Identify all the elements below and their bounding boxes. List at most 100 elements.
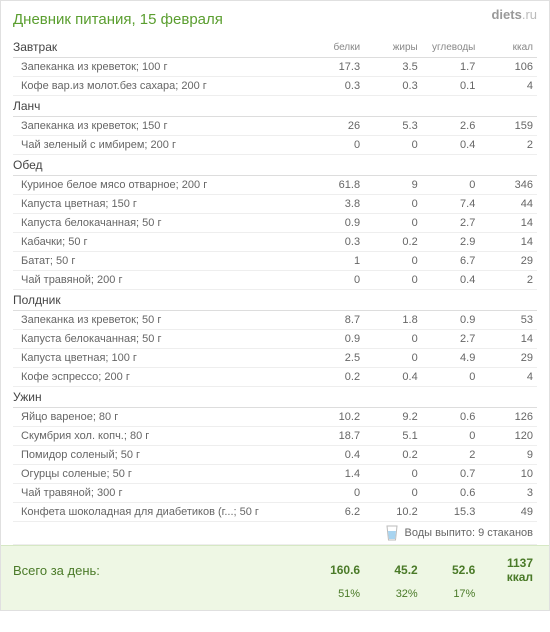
food-name: Капуста белокачанная; 50 г bbox=[13, 330, 306, 349]
food-c: 1.7 bbox=[422, 58, 480, 77]
food-name: Чай зеленый с имбирем; 200 г bbox=[13, 136, 306, 155]
meal-name: Полдник bbox=[13, 290, 306, 311]
totals-kcal: 1137 ккал bbox=[479, 554, 537, 586]
food-f: 0.2 bbox=[364, 233, 422, 252]
totals-carbs-pct: 17% bbox=[422, 586, 480, 602]
food-f: 0 bbox=[364, 136, 422, 155]
food-f: 0.2 bbox=[364, 446, 422, 465]
totals-fat-pct: 32% bbox=[364, 586, 422, 602]
food-c: 0.4 bbox=[422, 136, 480, 155]
food-row: Капуста цветная; 150 г3.807.444 bbox=[13, 195, 537, 214]
food-c: 0.7 bbox=[422, 465, 480, 484]
diary-table: ЗавтракбелкижирыуглеводыккалЗапеканка из… bbox=[13, 40, 537, 545]
food-row: Огурцы соленые; 50 г1.400.710 bbox=[13, 465, 537, 484]
food-k: 4 bbox=[479, 77, 537, 96]
food-row: Запеканка из креветок; 50 г8.71.80.953 bbox=[13, 311, 537, 330]
logo-tld: .ru bbox=[522, 7, 537, 22]
food-name: Чай травяной; 300 г bbox=[13, 484, 306, 503]
food-name: Кабачки; 50 г bbox=[13, 233, 306, 252]
food-c: 2 bbox=[422, 446, 480, 465]
food-p: 3.8 bbox=[306, 195, 364, 214]
food-f: 5.3 bbox=[364, 117, 422, 136]
food-f: 0 bbox=[364, 330, 422, 349]
col-fat: жиры bbox=[364, 40, 422, 58]
water-label: Воды выпито: 9 стаканов bbox=[404, 527, 533, 539]
food-k: 10 bbox=[479, 465, 537, 484]
col-carbs: углеводы bbox=[422, 40, 480, 58]
totals-label: Всего за день: bbox=[13, 554, 306, 586]
food-p: 0 bbox=[306, 136, 364, 155]
page-title: Дневник питания, 15 февраля bbox=[13, 11, 537, 28]
food-f: 9 bbox=[364, 176, 422, 195]
food-row: Капуста белокачанная; 50 г0.902.714 bbox=[13, 330, 537, 349]
food-k: 2 bbox=[479, 271, 537, 290]
food-name: Конфета шоколадная для диабетиков (г...;… bbox=[13, 503, 306, 522]
food-k: 9 bbox=[479, 446, 537, 465]
food-row: Капуста цветная; 100 г2.504.929 bbox=[13, 349, 537, 368]
food-c: 2.6 bbox=[422, 117, 480, 136]
food-k: 346 bbox=[479, 176, 537, 195]
food-name: Батат; 50 г bbox=[13, 252, 306, 271]
food-c: 2.7 bbox=[422, 330, 480, 349]
logo-brand: diets bbox=[491, 7, 521, 22]
water-consumed: Воды выпито: 9 стаканов bbox=[13, 522, 537, 545]
food-p: 0.9 bbox=[306, 214, 364, 233]
food-row: Кабачки; 50 г0.30.22.914 bbox=[13, 233, 537, 252]
food-p: 0.4 bbox=[306, 446, 364, 465]
food-k: 2 bbox=[479, 136, 537, 155]
food-f: 0.4 bbox=[364, 368, 422, 387]
totals-fat: 45.2 bbox=[364, 554, 422, 586]
food-name: Капуста цветная; 100 г bbox=[13, 349, 306, 368]
food-row: Запеканка из креветок; 150 г265.32.6159 bbox=[13, 117, 537, 136]
meal-name: Ужин bbox=[13, 387, 306, 408]
food-c: 0 bbox=[422, 427, 480, 446]
food-c: 0.4 bbox=[422, 271, 480, 290]
food-row: Чай травяной; 200 г000.42 bbox=[13, 271, 537, 290]
food-p: 17.3 bbox=[306, 58, 364, 77]
food-c: 6.7 bbox=[422, 252, 480, 271]
food-row: Кофе эспрессо; 200 г0.20.404 bbox=[13, 368, 537, 387]
food-f: 9.2 bbox=[364, 408, 422, 427]
food-f: 5.1 bbox=[364, 427, 422, 446]
food-k: 29 bbox=[479, 349, 537, 368]
food-c: 0 bbox=[422, 176, 480, 195]
food-name: Кофе эспрессо; 200 г bbox=[13, 368, 306, 387]
food-name: Скумбрия хол. копч.; 80 г bbox=[13, 427, 306, 446]
food-f: 0 bbox=[364, 195, 422, 214]
food-row: Батат; 50 г106.729 bbox=[13, 252, 537, 271]
food-k: 14 bbox=[479, 214, 537, 233]
site-logo: diets.ru bbox=[491, 7, 537, 22]
food-row: Чай зеленый с имбирем; 200 г000.42 bbox=[13, 136, 537, 155]
col-kcal: ккал bbox=[479, 40, 537, 58]
food-f: 0 bbox=[364, 465, 422, 484]
food-k: 14 bbox=[479, 233, 537, 252]
food-k: 49 bbox=[479, 503, 537, 522]
food-p: 0 bbox=[306, 271, 364, 290]
food-name: Капуста белокачанная; 50 г bbox=[13, 214, 306, 233]
food-p: 61.8 bbox=[306, 176, 364, 195]
food-f: 1.8 bbox=[364, 311, 422, 330]
food-c: 2.7 bbox=[422, 214, 480, 233]
meal-name: Ланч bbox=[13, 96, 306, 117]
col-protein: белки bbox=[306, 40, 364, 58]
food-row: Помидор соленый; 50 г0.40.229 bbox=[13, 446, 537, 465]
food-p: 1.4 bbox=[306, 465, 364, 484]
food-row: Куриное белое мясо отварное; 200 г61.890… bbox=[13, 176, 537, 195]
food-p: 2.5 bbox=[306, 349, 364, 368]
food-c: 0.6 bbox=[422, 484, 480, 503]
food-row: Чай травяной; 300 г000.63 bbox=[13, 484, 537, 503]
food-f: 0 bbox=[364, 349, 422, 368]
food-p: 0 bbox=[306, 484, 364, 503]
food-k: 53 bbox=[479, 311, 537, 330]
totals-carbs: 52.6 bbox=[422, 554, 480, 586]
food-row: Яйцо вареное; 80 г10.29.20.6126 bbox=[13, 408, 537, 427]
food-k: 29 bbox=[479, 252, 537, 271]
food-name: Запеканка из креветок; 50 г bbox=[13, 311, 306, 330]
food-row: Кофе вар.из молот.без сахара; 200 г0.30.… bbox=[13, 77, 537, 96]
totals-panel: Всего за день: 160.6 45.2 52.6 1137 ккал… bbox=[1, 545, 549, 610]
food-p: 0.3 bbox=[306, 77, 364, 96]
food-p: 26 bbox=[306, 117, 364, 136]
food-name: Кофе вар.из молот.без сахара; 200 г bbox=[13, 77, 306, 96]
food-c: 0.6 bbox=[422, 408, 480, 427]
food-row: Запеканка из креветок; 100 г17.33.51.710… bbox=[13, 58, 537, 77]
